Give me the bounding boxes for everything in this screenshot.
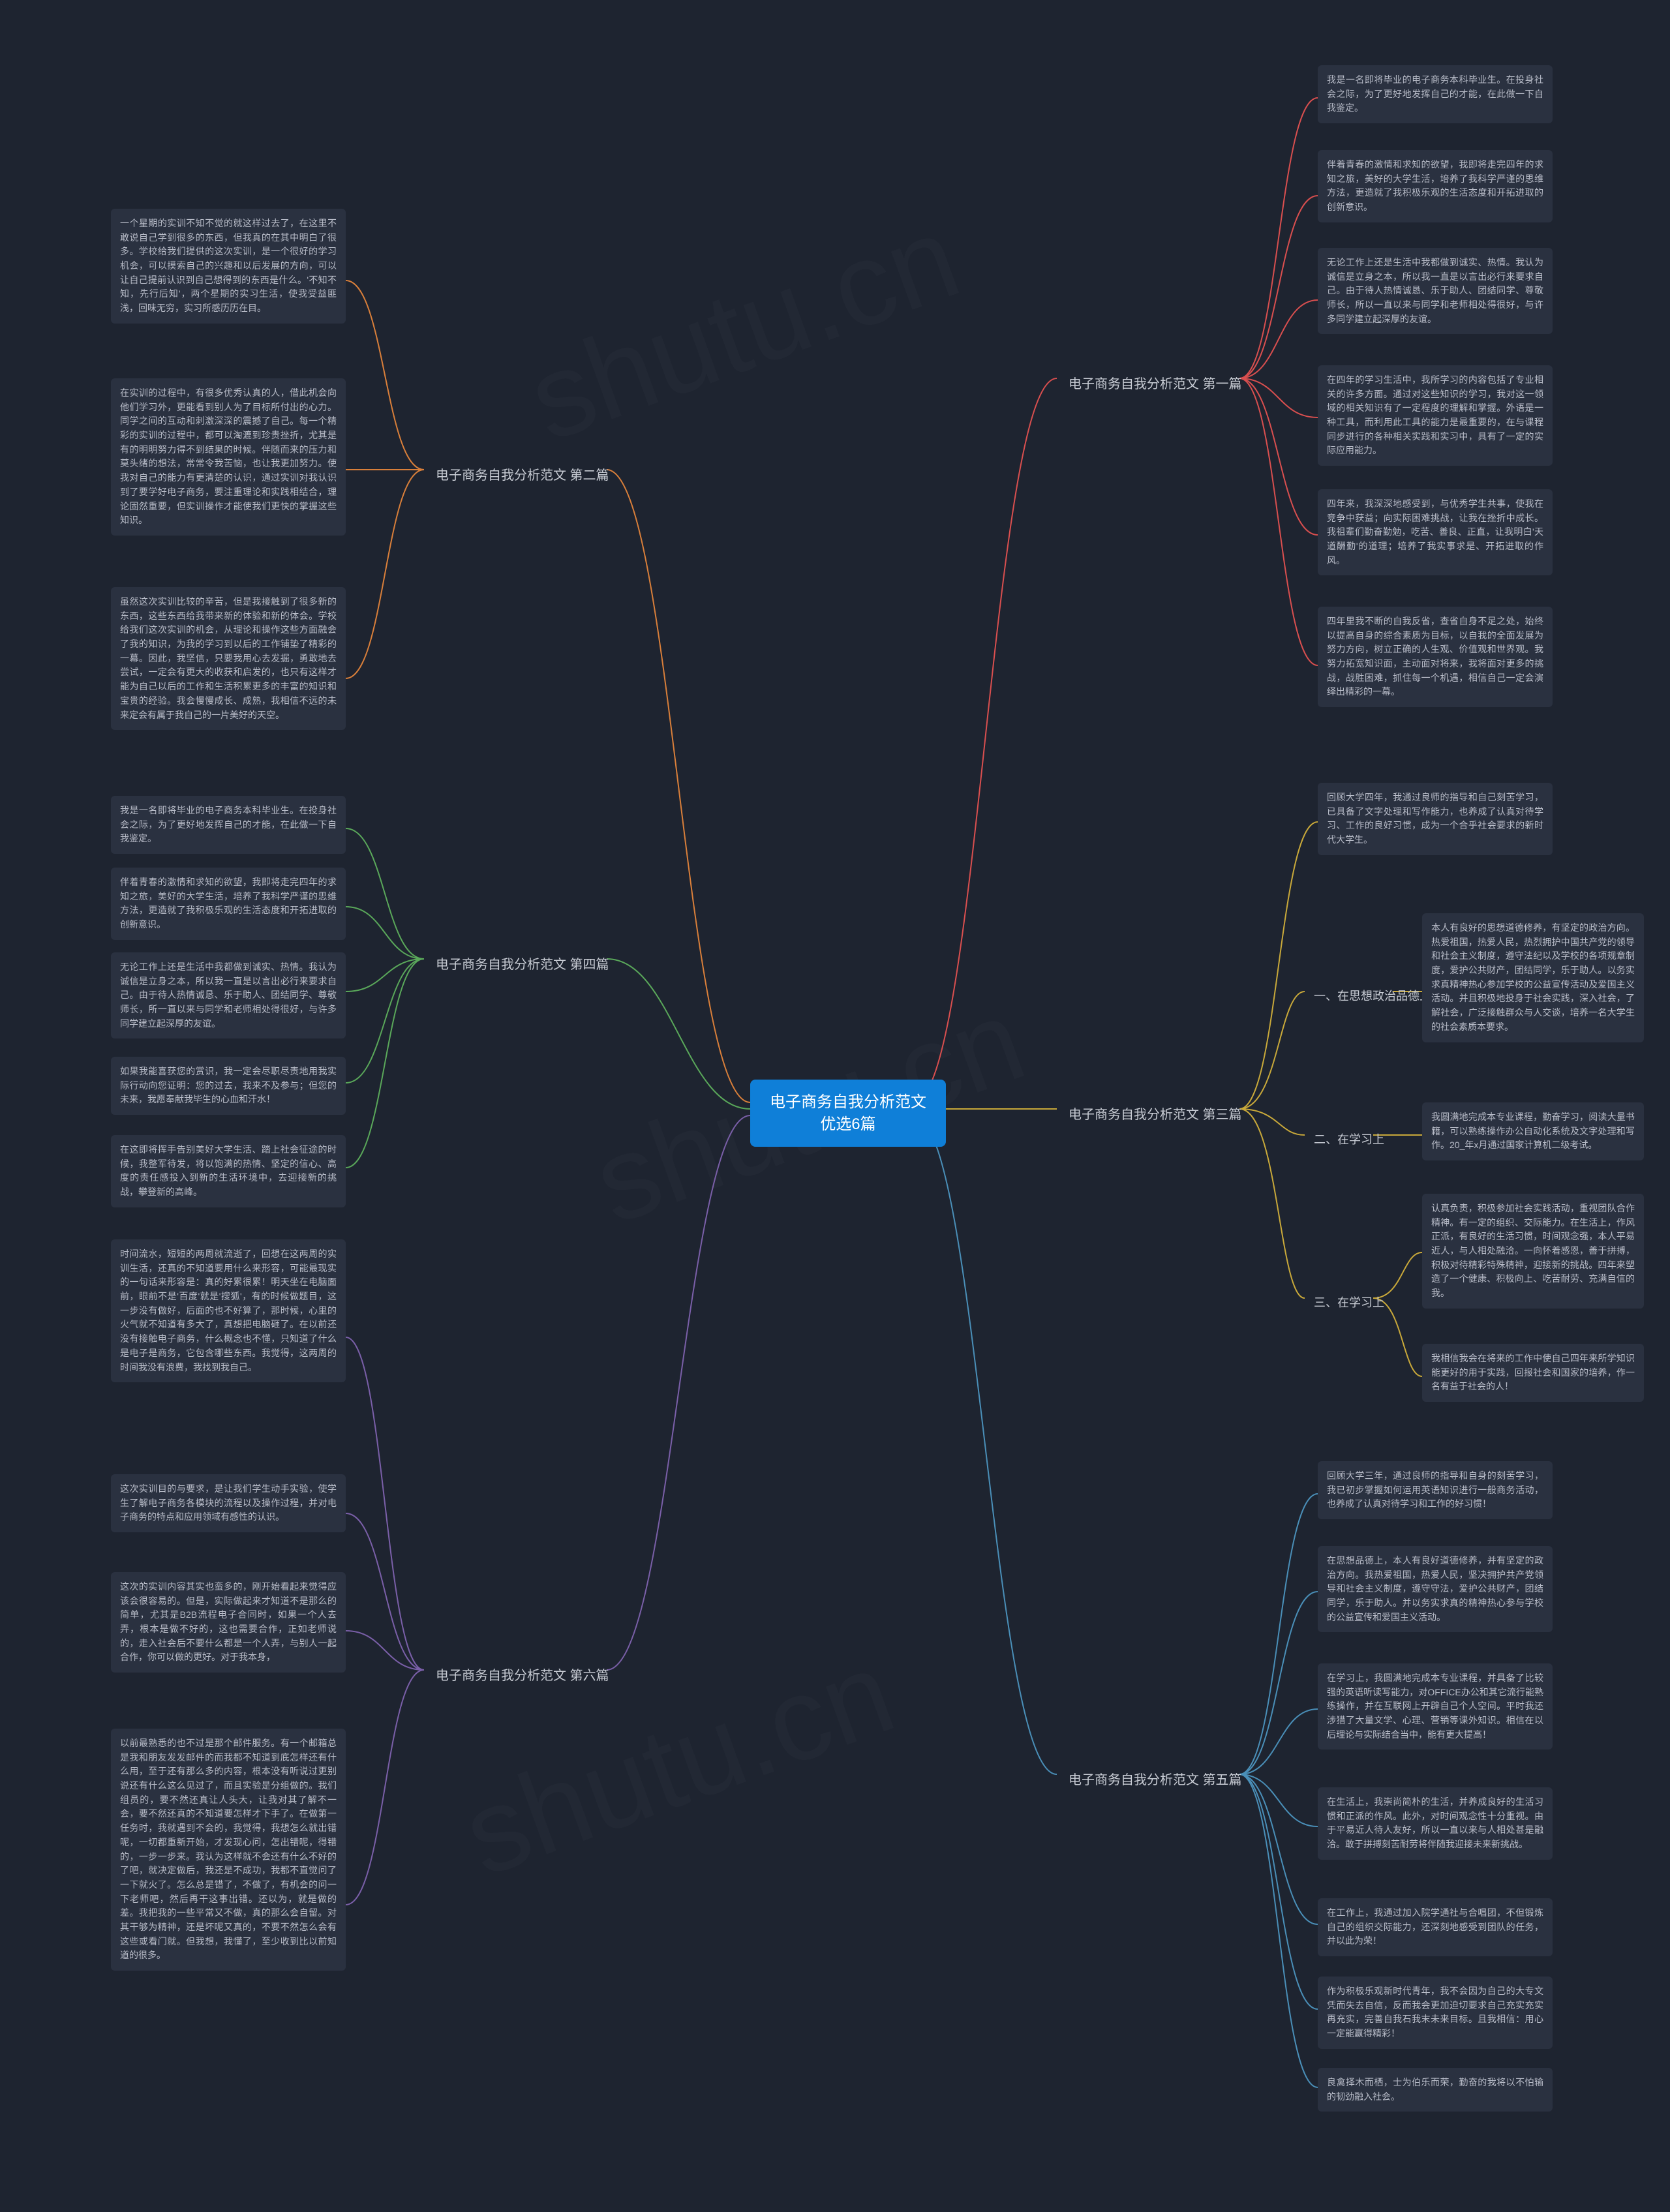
leaf: 伴着青春的激情和求知的欲望，我即将走完四年的求知之旅，美好的大学生活，培养了我科… xyxy=(111,868,346,940)
leaf: 在工作上，我通过加入院学通社与合唱团，不但锻炼自己的组织交际能力，还深刻地感受到… xyxy=(1318,1898,1553,1956)
leaf: 四年来，我深深地感受到，与优秀学生共事，使我在竞争中获益；向实际困难挑战，让我在… xyxy=(1318,489,1553,575)
branch-2[interactable]: 电子商务自我分析范文 第二篇 xyxy=(424,457,621,491)
leaf: 在生活上，我崇尚简朴的生活，并养成良好的生活习惯和正派的作风。此外，对时间观念性… xyxy=(1318,1787,1553,1860)
branch-4[interactable]: 电子商务自我分析范文 第四篇 xyxy=(424,946,621,980)
leaf: 在学习上，我圆满地完成本专业课程，并具备了比较强的英语听读写能力，对OFFICE… xyxy=(1318,1663,1553,1750)
leaf: 回顾大学三年，通过良师的指导和自身的刻苦学习，我已初步掌握如何运用英语知识进行一… xyxy=(1318,1461,1553,1519)
leaf: 无论工作上还是生活中我都做到诚实、热情。我认为诚信是立身之本，所以我一直是以言出… xyxy=(1318,248,1553,334)
leaf: 在四年的学习生活中，我所学习的内容包括了专业相关的许多方面。通过对这些知识的学习… xyxy=(1318,365,1553,466)
leaf: 回顾大学四年，我通过良师的指导和自己刻苦学习，已具备了文字处理和写作能力，也养成… xyxy=(1318,783,1553,855)
leaf: 伴着青春的激情和求知的欲望，我即将走完四年的求知之旅，美好的大学生活，培养了我科… xyxy=(1318,150,1553,222)
branch-1[interactable]: 电子商务自我分析范文 第一篇 xyxy=(1057,365,1254,400)
leaf: 这次实训目的与要求，是让我们学生动手实验，使学生了解电子商务各模块的流程以及操作… xyxy=(111,1474,346,1532)
leaf: 本人有良好的思想道德修养，有坚定的政治方向。热爱祖国，热爱人民，热烈拥护中国共产… xyxy=(1422,913,1644,1042)
branch-5[interactable]: 电子商务自我分析范文 第五篇 xyxy=(1057,1761,1254,1796)
leaf: 我相信我会在将来的工作中使自己四年来所学知识能更好的用于实践，回报社会和国家的培… xyxy=(1422,1344,1644,1402)
leaf: 以前最熟悉的也不过是那个邮件服务。有一个邮箱总是我和朋友发发邮件的而我都不知道到… xyxy=(111,1729,346,1971)
mindmap-canvas: 电子商务自我分析范文优选6篇 电子商务自我分析范文 第一篇 我是一名即将毕业的电… xyxy=(0,0,1670,2212)
leaf: 无论工作上还是生活中我都做到诚实、热情。我认为诚信是立身之本，所以我一直是以言出… xyxy=(111,952,346,1038)
branch-6[interactable]: 电子商务自我分析范文 第六篇 xyxy=(424,1657,621,1691)
leaf: 时间流水，短短的两周就流逝了，回想在这两周的实训生活，还真的不知道要用什么来形容… xyxy=(111,1239,346,1382)
leaf: 良禽择木而栖，士为伯乐而荣，勤奋的我将以不怕输的韧劲融入社会。 xyxy=(1318,2068,1553,2112)
leaf: 我是一名即将毕业的电子商务本科毕业生。在投身社会之际，为了更好地发挥自己的才能，… xyxy=(1318,65,1553,123)
leaf: 这次的实训内容其实也蛮多的，刚开始看起来觉得应该会很容易的。但是，实际做起来才知… xyxy=(111,1572,346,1673)
leaf: 在这即将挥手告别美好大学生活、踏上社会征途的时候，我整军待发，将以饱满的热情、坚… xyxy=(111,1135,346,1207)
leaf: 在思想品德上，本人有良好道德修养，并有坚定的政治方向。我热爱祖国，热爱人民，坚决… xyxy=(1318,1546,1553,1632)
sub-node[interactable]: 三、在学习上 xyxy=(1305,1288,1393,1316)
leaf: 在实训的过程中，有很多优秀认真的人，借此机会向他们学习外，更能看到别人为了目标所… xyxy=(111,378,346,536)
leaf: 如果我能喜获您的赏识，我一定会尽职尽责地用我实际行动向您证明：您的过去，我来不及… xyxy=(111,1057,346,1115)
leaf: 我是一名即将毕业的电子商务本科毕业生。在投身社会之际，为了更好地发挥自己的才能，… xyxy=(111,796,346,854)
leaf: 作为积极乐观新时代青年，我不会因为自己的大专文凭而失去自信，反而我会更加迫切要求… xyxy=(1318,1977,1553,2049)
leaf: 认真负责，积极参加社会实践活动，重视团队合作精神。有一定的组织、交际能力。在生活… xyxy=(1422,1194,1644,1309)
branch-3[interactable]: 电子商务自我分析范文 第三篇 xyxy=(1057,1096,1254,1130)
root-node[interactable]: 电子商务自我分析范文优选6篇 xyxy=(750,1080,946,1147)
sub-node[interactable]: 二、在学习上 xyxy=(1305,1125,1393,1153)
leaf: 一个星期的实训不知不觉的就这样过去了，在这里不敢说自己学到很多的东西，但我真的在… xyxy=(111,209,346,324)
leaf: 四年里我不断的自我反省，查省自身不足之处，始终以提高自身的综合素质为目标，以自我… xyxy=(1318,607,1553,707)
leaf: 我圆满地完成本专业课程，勤奋学习，阅读大量书籍，可以熟练操作办公自动化系统及文字… xyxy=(1422,1102,1644,1160)
sub-node[interactable]: 一、在思想政治品德上 xyxy=(1305,982,1440,1009)
leaf: 虽然这次实训比较的辛苦，但是我接触到了很多新的东西，这些东西给我带来新的体验和新… xyxy=(111,587,346,730)
